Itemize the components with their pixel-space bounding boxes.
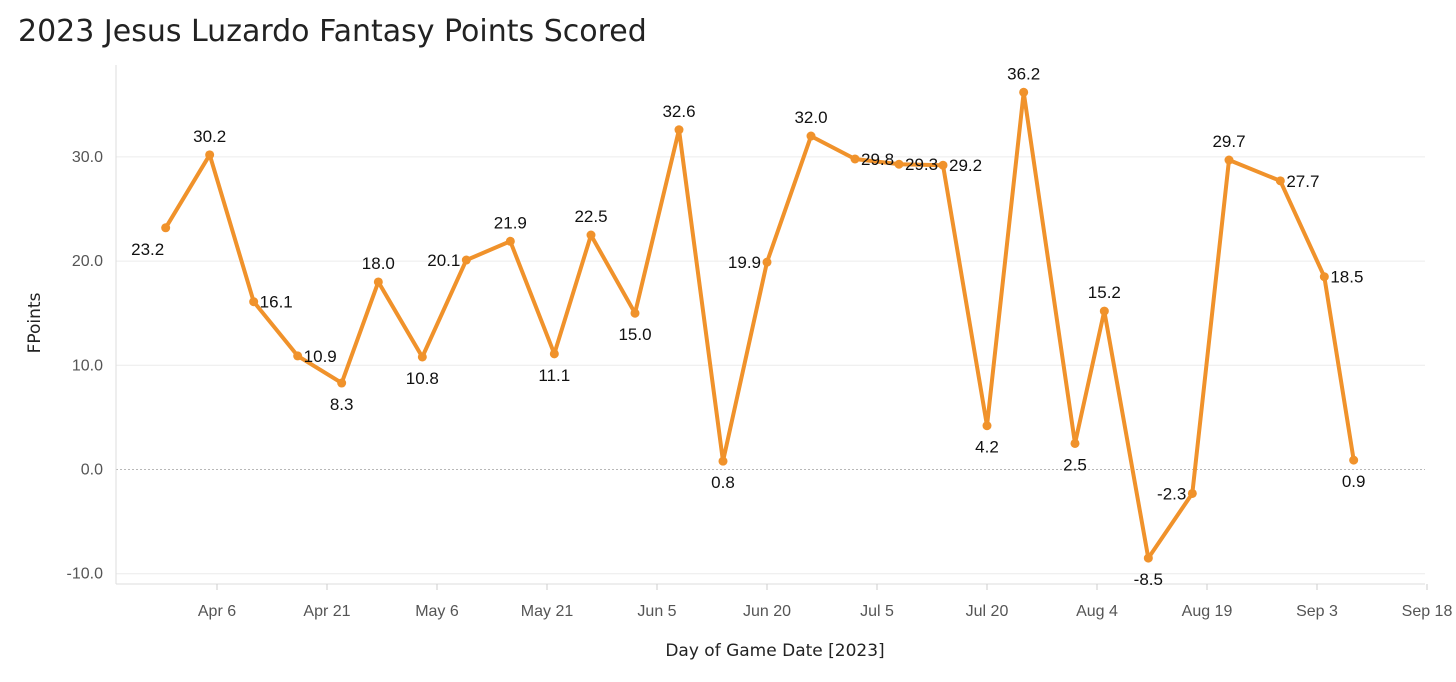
data-point bbox=[549, 349, 559, 359]
data-label: -8.5 bbox=[1134, 570, 1163, 589]
data-label: 30.2 bbox=[193, 127, 226, 146]
data-label: 29.8 bbox=[861, 150, 894, 169]
data-label: 15.0 bbox=[618, 325, 651, 344]
data-label: 18.0 bbox=[362, 254, 395, 273]
series-fpoints bbox=[161, 87, 1359, 563]
data-label: 29.3 bbox=[905, 155, 938, 174]
data-label: 18.5 bbox=[1330, 268, 1363, 287]
x-tick-label: Apr 21 bbox=[303, 603, 350, 620]
data-point bbox=[894, 159, 904, 169]
data-label: 20.1 bbox=[427, 251, 460, 270]
data-labels: 23.2 30.2 16.1 10.9 8.3 18.0 10.8 20.1 21.9 11.1 2… bbox=[131, 64, 1365, 589]
x-axis-label: Day of Game Date [2023] bbox=[665, 641, 884, 661]
y-tick-label: 0.0 bbox=[81, 462, 103, 479]
data-point bbox=[1070, 438, 1080, 448]
x-tick-label: Sep 18 bbox=[1402, 603, 1453, 620]
data-label: 4.2 bbox=[975, 438, 999, 457]
data-point bbox=[461, 255, 471, 265]
x-tick-label: Sep 3 bbox=[1296, 603, 1338, 620]
x-tick-label: Aug 19 bbox=[1182, 603, 1233, 620]
data-label: 27.7 bbox=[1286, 172, 1319, 191]
data-point bbox=[161, 223, 171, 233]
data-point bbox=[337, 378, 347, 388]
data-point bbox=[1143, 553, 1153, 563]
data-point bbox=[1224, 155, 1234, 165]
data-point bbox=[293, 351, 303, 361]
data-label: 32.0 bbox=[794, 108, 827, 127]
data-point bbox=[1349, 455, 1359, 465]
data-point bbox=[1319, 272, 1329, 282]
data-label: 11.1 bbox=[538, 366, 570, 385]
data-point bbox=[586, 230, 596, 240]
x-tick-label: Apr 6 bbox=[198, 603, 236, 620]
data-point bbox=[762, 257, 772, 267]
data-point bbox=[1275, 176, 1285, 186]
x-tick-label: Aug 4 bbox=[1076, 603, 1118, 620]
data-label: 10.9 bbox=[304, 347, 337, 366]
data-point bbox=[249, 297, 259, 307]
data-label: 36.2 bbox=[1007, 64, 1040, 83]
data-point bbox=[205, 150, 215, 160]
x-tick-label: May 6 bbox=[415, 603, 459, 620]
data-point bbox=[1099, 306, 1109, 316]
data-point bbox=[417, 352, 427, 362]
data-label: 0.8 bbox=[711, 473, 735, 492]
x-axis-ticks: Apr 6 Apr 21 May 6 May 21 Jun 5 Jun 20 Jul 5 Ju… bbox=[198, 584, 1453, 620]
data-point bbox=[718, 456, 728, 466]
x-tick-label: Jul 5 bbox=[860, 603, 894, 620]
y-axis-label: FPoints bbox=[25, 292, 45, 353]
data-label: 8.3 bbox=[330, 395, 354, 414]
data-label: 0.9 bbox=[1342, 472, 1366, 491]
y-axis-ticks: 30.0 20.0 10.0 0.0 -10.0 bbox=[67, 149, 104, 583]
data-point bbox=[630, 308, 640, 318]
y-tick-label: -10.0 bbox=[67, 566, 104, 583]
data-label: 29.2 bbox=[949, 156, 982, 175]
chart-title: 2023 Jesus Luzardo Fantasy Points Scored bbox=[18, 14, 647, 49]
data-point bbox=[1187, 488, 1197, 498]
data-label: 2.5 bbox=[1063, 455, 1087, 474]
y-tick-label: 30.0 bbox=[72, 149, 103, 166]
data-label: -2.3 bbox=[1157, 484, 1186, 503]
data-point bbox=[938, 160, 948, 170]
data-point bbox=[674, 125, 684, 135]
data-label: 19.9 bbox=[728, 253, 761, 272]
data-point bbox=[1019, 87, 1029, 97]
data-label: 16.1 bbox=[260, 293, 293, 312]
x-tick-label: Jun 20 bbox=[743, 603, 791, 620]
data-label: 23.2 bbox=[131, 240, 164, 259]
data-label: 29.7 bbox=[1212, 132, 1245, 151]
x-tick-label: Jun 5 bbox=[637, 603, 676, 620]
data-label: 10.8 bbox=[406, 369, 439, 388]
data-label: 21.9 bbox=[494, 213, 527, 232]
x-tick-label: Jul 20 bbox=[966, 603, 1009, 620]
data-point bbox=[505, 236, 515, 246]
x-tick-label: May 21 bbox=[521, 603, 574, 620]
data-point bbox=[982, 421, 992, 431]
data-point bbox=[806, 131, 816, 141]
y-tick-label: 20.0 bbox=[72, 253, 103, 270]
data-point bbox=[850, 154, 860, 164]
y-tick-label: 10.0 bbox=[72, 357, 103, 374]
data-label: 32.6 bbox=[662, 102, 695, 121]
data-label: 15.2 bbox=[1088, 283, 1121, 302]
data-point bbox=[373, 277, 383, 287]
data-label: 22.5 bbox=[574, 207, 607, 226]
